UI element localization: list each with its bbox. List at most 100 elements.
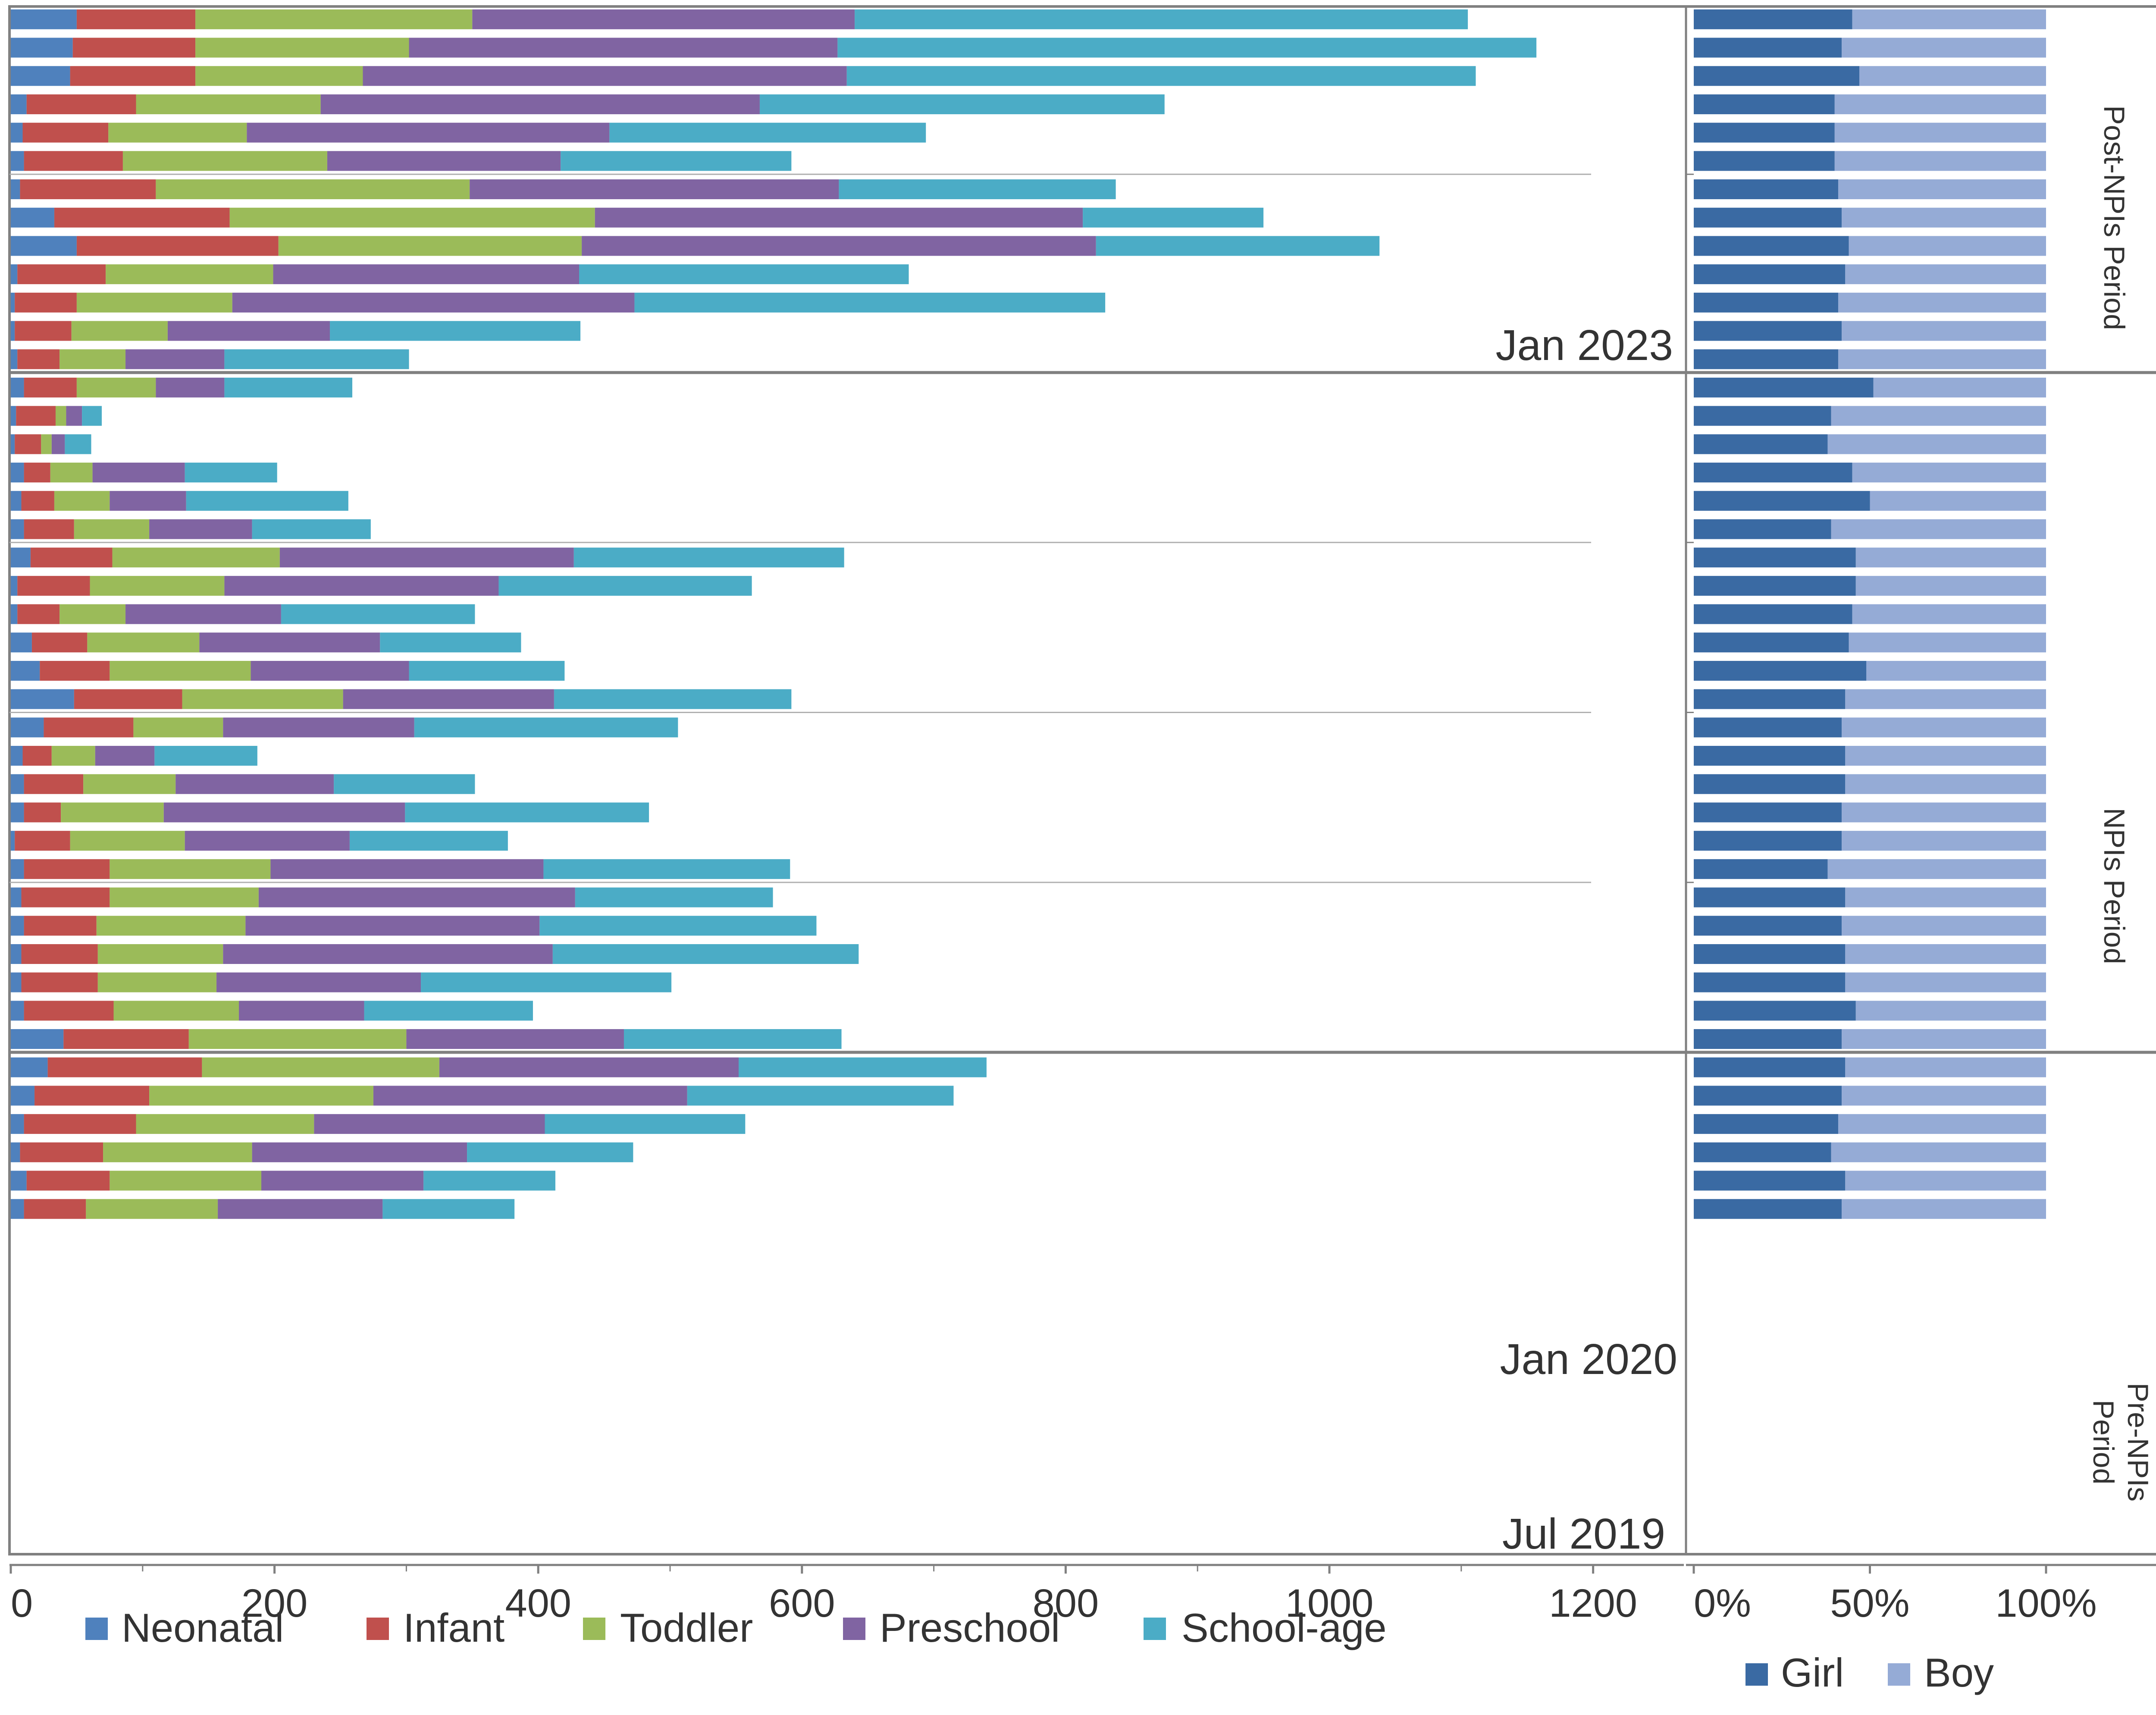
bar-toddler-apr-2021: [60, 604, 126, 624]
bar-girl-nov-2022: [1694, 66, 1859, 86]
bar-boy-may-2020: [1842, 916, 2046, 936]
bar-toddler-jan-2023: [195, 9, 473, 29]
legend-sex: Girl Boy: [1745, 1650, 1994, 1695]
bar-neonatal-dec-2020: [11, 717, 44, 738]
bar-toddler-aug-2019: [110, 1170, 262, 1191]
bar-boy-jul-2019: [1842, 1199, 2046, 1219]
bar-toddler-jan-2021: [182, 689, 343, 709]
bar-infant-jan-2023: [76, 9, 196, 29]
bar-school-age-jan-2023: [855, 9, 1468, 29]
bar-boy-feb-2020: [1855, 1001, 2046, 1021]
bar-girl-mar-2021: [1694, 632, 1849, 653]
bar-school-age-feb-2021: [409, 660, 565, 681]
bar-boy-aug-2021: [1870, 491, 2046, 511]
bar-neonatal-aug-2021: [11, 491, 22, 511]
bar-toddler-sep-2019: [103, 1142, 252, 1162]
bar-preschool-sep-2022: [247, 122, 610, 143]
bar-school-age-may-2022: [1096, 236, 1380, 256]
bar-infant-jul-2021: [24, 519, 74, 539]
legend-swatch-infant: [367, 1618, 389, 1640]
period-label-jan-2020: Jan 2020: [1500, 1335, 1677, 1383]
legend-label-preschool: Preschool: [880, 1605, 1060, 1650]
bar-school-age-jun-2020: [575, 887, 773, 908]
bar-girl-feb-2020: [1694, 1001, 1856, 1021]
bar-infant-jun-2020: [21, 887, 110, 908]
bar-infant-sep-2022: [22, 122, 109, 143]
bar-preschool-oct-2020: [175, 774, 334, 794]
bar-school-age-jun-2022: [1083, 207, 1264, 228]
bar-girl-mar-2022: [1694, 292, 1838, 313]
bar-preschool-jan-2020: [406, 1029, 624, 1049]
bar-preschool-jun-2020: [258, 887, 575, 908]
bar-toddler-jun-2022: [229, 207, 595, 228]
bar-school-age-feb-2022: [330, 321, 581, 341]
bar-school-age-sep-2022: [609, 122, 926, 143]
bar-preschool-feb-2022: [167, 321, 330, 341]
bar-boy-aug-2020: [1842, 831, 2046, 851]
bar-infant-aug-2022: [24, 151, 123, 171]
bar-school-age-jan-2022: [224, 349, 409, 369]
bar-school-age-jan-2020: [624, 1029, 842, 1049]
bar-infant-oct-2022: [26, 94, 136, 114]
bar-preschool-apr-2020: [223, 944, 553, 964]
bar-toddler-jan-2020: [188, 1029, 407, 1049]
bar-school-age-oct-2021: [65, 434, 91, 454]
bar-school-age-jul-2022: [839, 179, 1116, 200]
bar-toddler-jun-2021: [112, 548, 280, 568]
bar-toddler-mar-2020: [97, 972, 217, 992]
bar-preschool-oct-2019: [314, 1114, 545, 1134]
bar-girl-jul-2019: [1694, 1199, 1842, 1219]
bar-girl-oct-2021: [1694, 434, 1828, 454]
bar-girl-jun-2022: [1694, 207, 1842, 228]
bar-school-age-jun-2021: [573, 548, 844, 568]
bar-school-age-sep-2020: [405, 802, 649, 823]
bar-preschool-nov-2020: [95, 746, 155, 766]
bar-toddler-feb-2022: [71, 321, 168, 341]
bar-infant-sep-2021: [24, 463, 50, 483]
bar-neonatal-nov-2020: [11, 746, 23, 766]
x-tick-label: 0%: [1694, 1581, 1751, 1625]
bar-infant-feb-2021: [40, 660, 110, 681]
bar-neonatal-oct-2020: [11, 774, 24, 794]
bar-boy-dec-2022: [1842, 38, 2046, 58]
period-label-jul-2019: Jul 2019: [1502, 1510, 1665, 1558]
bar-infant-aug-2020: [15, 831, 70, 851]
bar-girl-sep-2019: [1694, 1142, 1831, 1162]
bar-boy-feb-2022: [1842, 321, 2046, 341]
bar-boy-nov-2020: [1845, 746, 2046, 766]
bar-toddler-dec-2020: [133, 717, 223, 738]
bar-boy-jan-2022: [1838, 349, 2046, 369]
bar-boy-dec-2019: [1845, 1057, 2046, 1077]
bar-infant-may-2022: [76, 236, 279, 256]
bar-girl-aug-2020: [1694, 831, 1842, 851]
bar-boy-nov-2022: [1859, 66, 2046, 86]
bar-girl-nov-2020: [1694, 746, 1846, 766]
bar-neonatal-sep-2022: [11, 122, 23, 143]
bar-boy-apr-2021: [1852, 604, 2046, 624]
bar-school-age-nov-2019: [687, 1086, 954, 1106]
bar-boy-jun-2020: [1845, 887, 2046, 908]
bar-girl-apr-2021: [1694, 604, 1852, 624]
legend-label-school-age: School-age: [1181, 1605, 1387, 1650]
bar-toddler-apr-2020: [97, 944, 223, 964]
legend-swatch-preschool: [843, 1618, 865, 1640]
bar-infant-jun-2022: [54, 207, 230, 228]
bar-girl-jun-2020: [1694, 887, 1846, 908]
bar-infant-oct-2021: [15, 434, 41, 454]
legend-swatch-school-age: [1144, 1618, 1166, 1640]
bar-neonatal-nov-2021: [11, 406, 16, 426]
bar-infant-nov-2021: [16, 406, 56, 426]
bar-infant-may-2021: [17, 576, 90, 596]
bar-boy-apr-2020: [1845, 944, 2046, 964]
bar-toddler-nov-2021: [55, 406, 66, 426]
bar-girl-may-2022: [1694, 236, 1849, 256]
bar-neonatal-apr-2022: [11, 264, 18, 285]
bar-infant-mar-2020: [21, 972, 98, 992]
legend-swatch-toddler: [583, 1618, 605, 1640]
legend-age-groups: Neonatal Infant Toddler Preschool School…: [85, 1605, 1387, 1650]
bar-boy-jan-2021: [1845, 689, 2046, 709]
bar-preschool-nov-2021: [66, 406, 82, 426]
bar-neonatal-feb-2022: [11, 321, 15, 341]
bar-preschool-jul-2022: [470, 179, 839, 200]
bar-neonatal-jun-2021: [11, 548, 31, 568]
